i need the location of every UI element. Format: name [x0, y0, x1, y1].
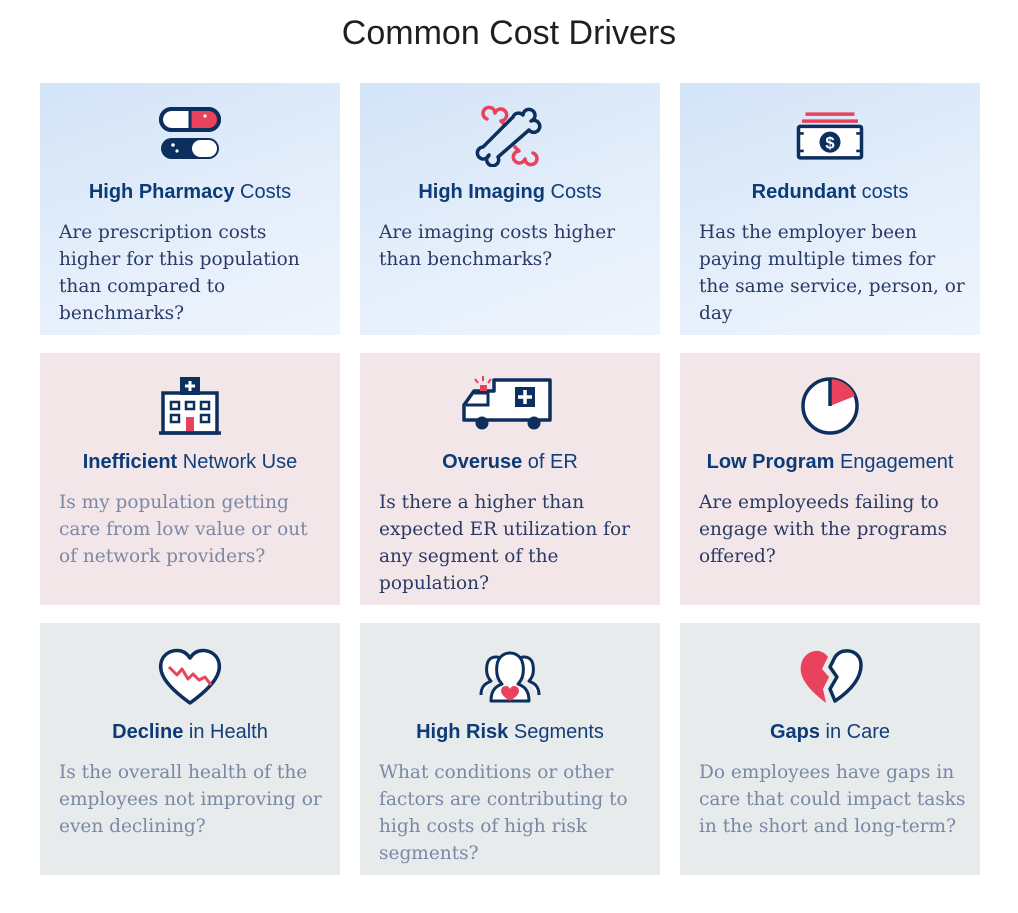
hospital-icon — [155, 375, 225, 437]
card-text: Are imaging costs higher than benchmarks… — [379, 222, 616, 270]
card-text: Is my population getting care from low v… — [59, 492, 308, 567]
card-overuse-er: Overuse of ER Is there a higher than exp… — [360, 353, 660, 605]
card-title: Overuse of ER — [442, 451, 578, 473]
card-redundant: $ Redundant costs Has the employer been … — [680, 83, 980, 335]
pills-icon — [155, 105, 225, 167]
card-title: Decline in Health — [112, 721, 268, 743]
card-text: What conditions or other factors are con… — [379, 762, 628, 864]
svg-text:$: $ — [825, 133, 834, 152]
card-title: High Risk Segments — [416, 721, 604, 743]
people-group-icon — [475, 645, 545, 707]
card-decline-health: Decline in Health Is the overall health … — [40, 623, 340, 875]
card-text: Has the employer been paying multiple ti… — [699, 222, 965, 324]
card-title: Inefficient Network Use — [82, 451, 298, 473]
card-text: Are employeeds failing to engage with th… — [699, 492, 948, 567]
card-text: Is there a higher than expected ER utili… — [379, 492, 630, 594]
card-title: Gaps in Care — [769, 721, 891, 743]
card-title: High Imaging Costs — [418, 181, 602, 203]
card-title: Low Program Engagement — [706, 451, 954, 473]
page-title: Common Cost Drivers — [341, 14, 677, 52]
card-high-risk-segments: High Risk Segments What conditions or ot… — [360, 623, 660, 875]
money-icon: $ — [795, 105, 865, 167]
heart-decline-icon — [155, 645, 225, 707]
pie-timer-icon — [795, 375, 865, 437]
card-text: Are prescription costs higher for this p… — [59, 222, 300, 324]
card-text: Do employees have gaps in care that coul… — [699, 762, 966, 837]
card-low-program-engagement: Low Program Engagement Are employeeds fa… — [680, 353, 980, 605]
ambulance-icon — [460, 375, 560, 437]
card-high-imaging: High Imaging Costs Are imaging costs hig… — [360, 83, 660, 335]
card-high-pharmacy: High Pharmacy Costs Are prescription cos… — [40, 83, 340, 335]
bone-icon — [475, 105, 545, 167]
card-gaps-in-care: Gaps in Care Do employees have gaps in c… — [680, 623, 980, 875]
card-text: Is the overall health of the employees n… — [59, 762, 322, 837]
card-inefficient-network: Inefficient Network Use Is my population… — [40, 353, 340, 605]
broken-heart-icon — [795, 645, 865, 707]
card-title: High Pharmacy Costs — [88, 181, 292, 203]
card-title: Redundant costs — [751, 181, 909, 203]
